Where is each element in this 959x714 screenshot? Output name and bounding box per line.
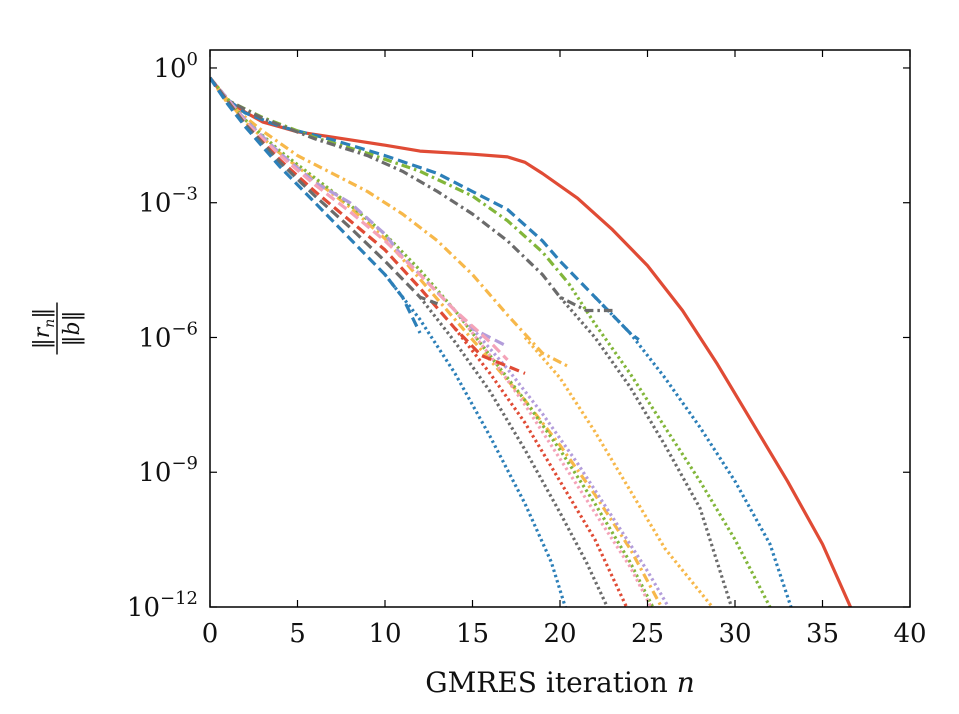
series-line [567,282,772,607]
x-axis-label: GMRES iteration n [425,666,695,699]
x-tick-label: 5 [289,619,306,649]
x-axis-label-var: n [677,666,695,699]
x-tick-labels: 0 5 10 15 20 25 30 35 40 [202,619,927,649]
y-tick-label: 10−9 [138,453,198,488]
y-axis-label: ‖rn‖ ‖b‖ [30,302,85,355]
series-line [210,76,439,306]
y-tick-labels: 100 10−3 10−6 10−9 10−12 [127,49,198,623]
series-line [453,327,628,607]
x-tick-label: 25 [631,619,664,649]
series-layer [210,76,852,607]
x-tick-label: 15 [456,619,489,649]
series-line [558,296,734,607]
x-tick-label: 0 [202,619,219,649]
y-axis-label-denominator: ‖b‖ [60,310,85,346]
series-line [210,76,571,285]
y-axis-label-numerator: ‖rn‖ [30,308,58,350]
x-tick-label: 10 [368,619,401,649]
series-line [418,296,609,607]
x-tick-label: 40 [893,619,926,649]
x-tick-label: 20 [543,619,576,649]
x-tick-label: 35 [806,619,839,649]
series-line [210,76,613,313]
y-tick-label: 10−3 [138,184,198,219]
series-line [471,327,670,607]
x-axis-label-text: GMRES iteration [425,666,668,699]
series-line [523,336,714,607]
series-line [593,295,793,607]
y-tick-label: 10−6 [138,318,198,353]
series-line [210,76,509,362]
series-line [453,309,653,607]
x-tick-label: 30 [718,619,751,649]
y-tick-label: 10−12 [127,588,198,623]
series-line [210,76,655,607]
series-line [210,76,570,369]
y-tick-label: 100 [153,49,198,84]
series-line [383,273,567,607]
y-axis-label-sub: n [42,319,58,328]
ticks-layer [209,50,911,608]
